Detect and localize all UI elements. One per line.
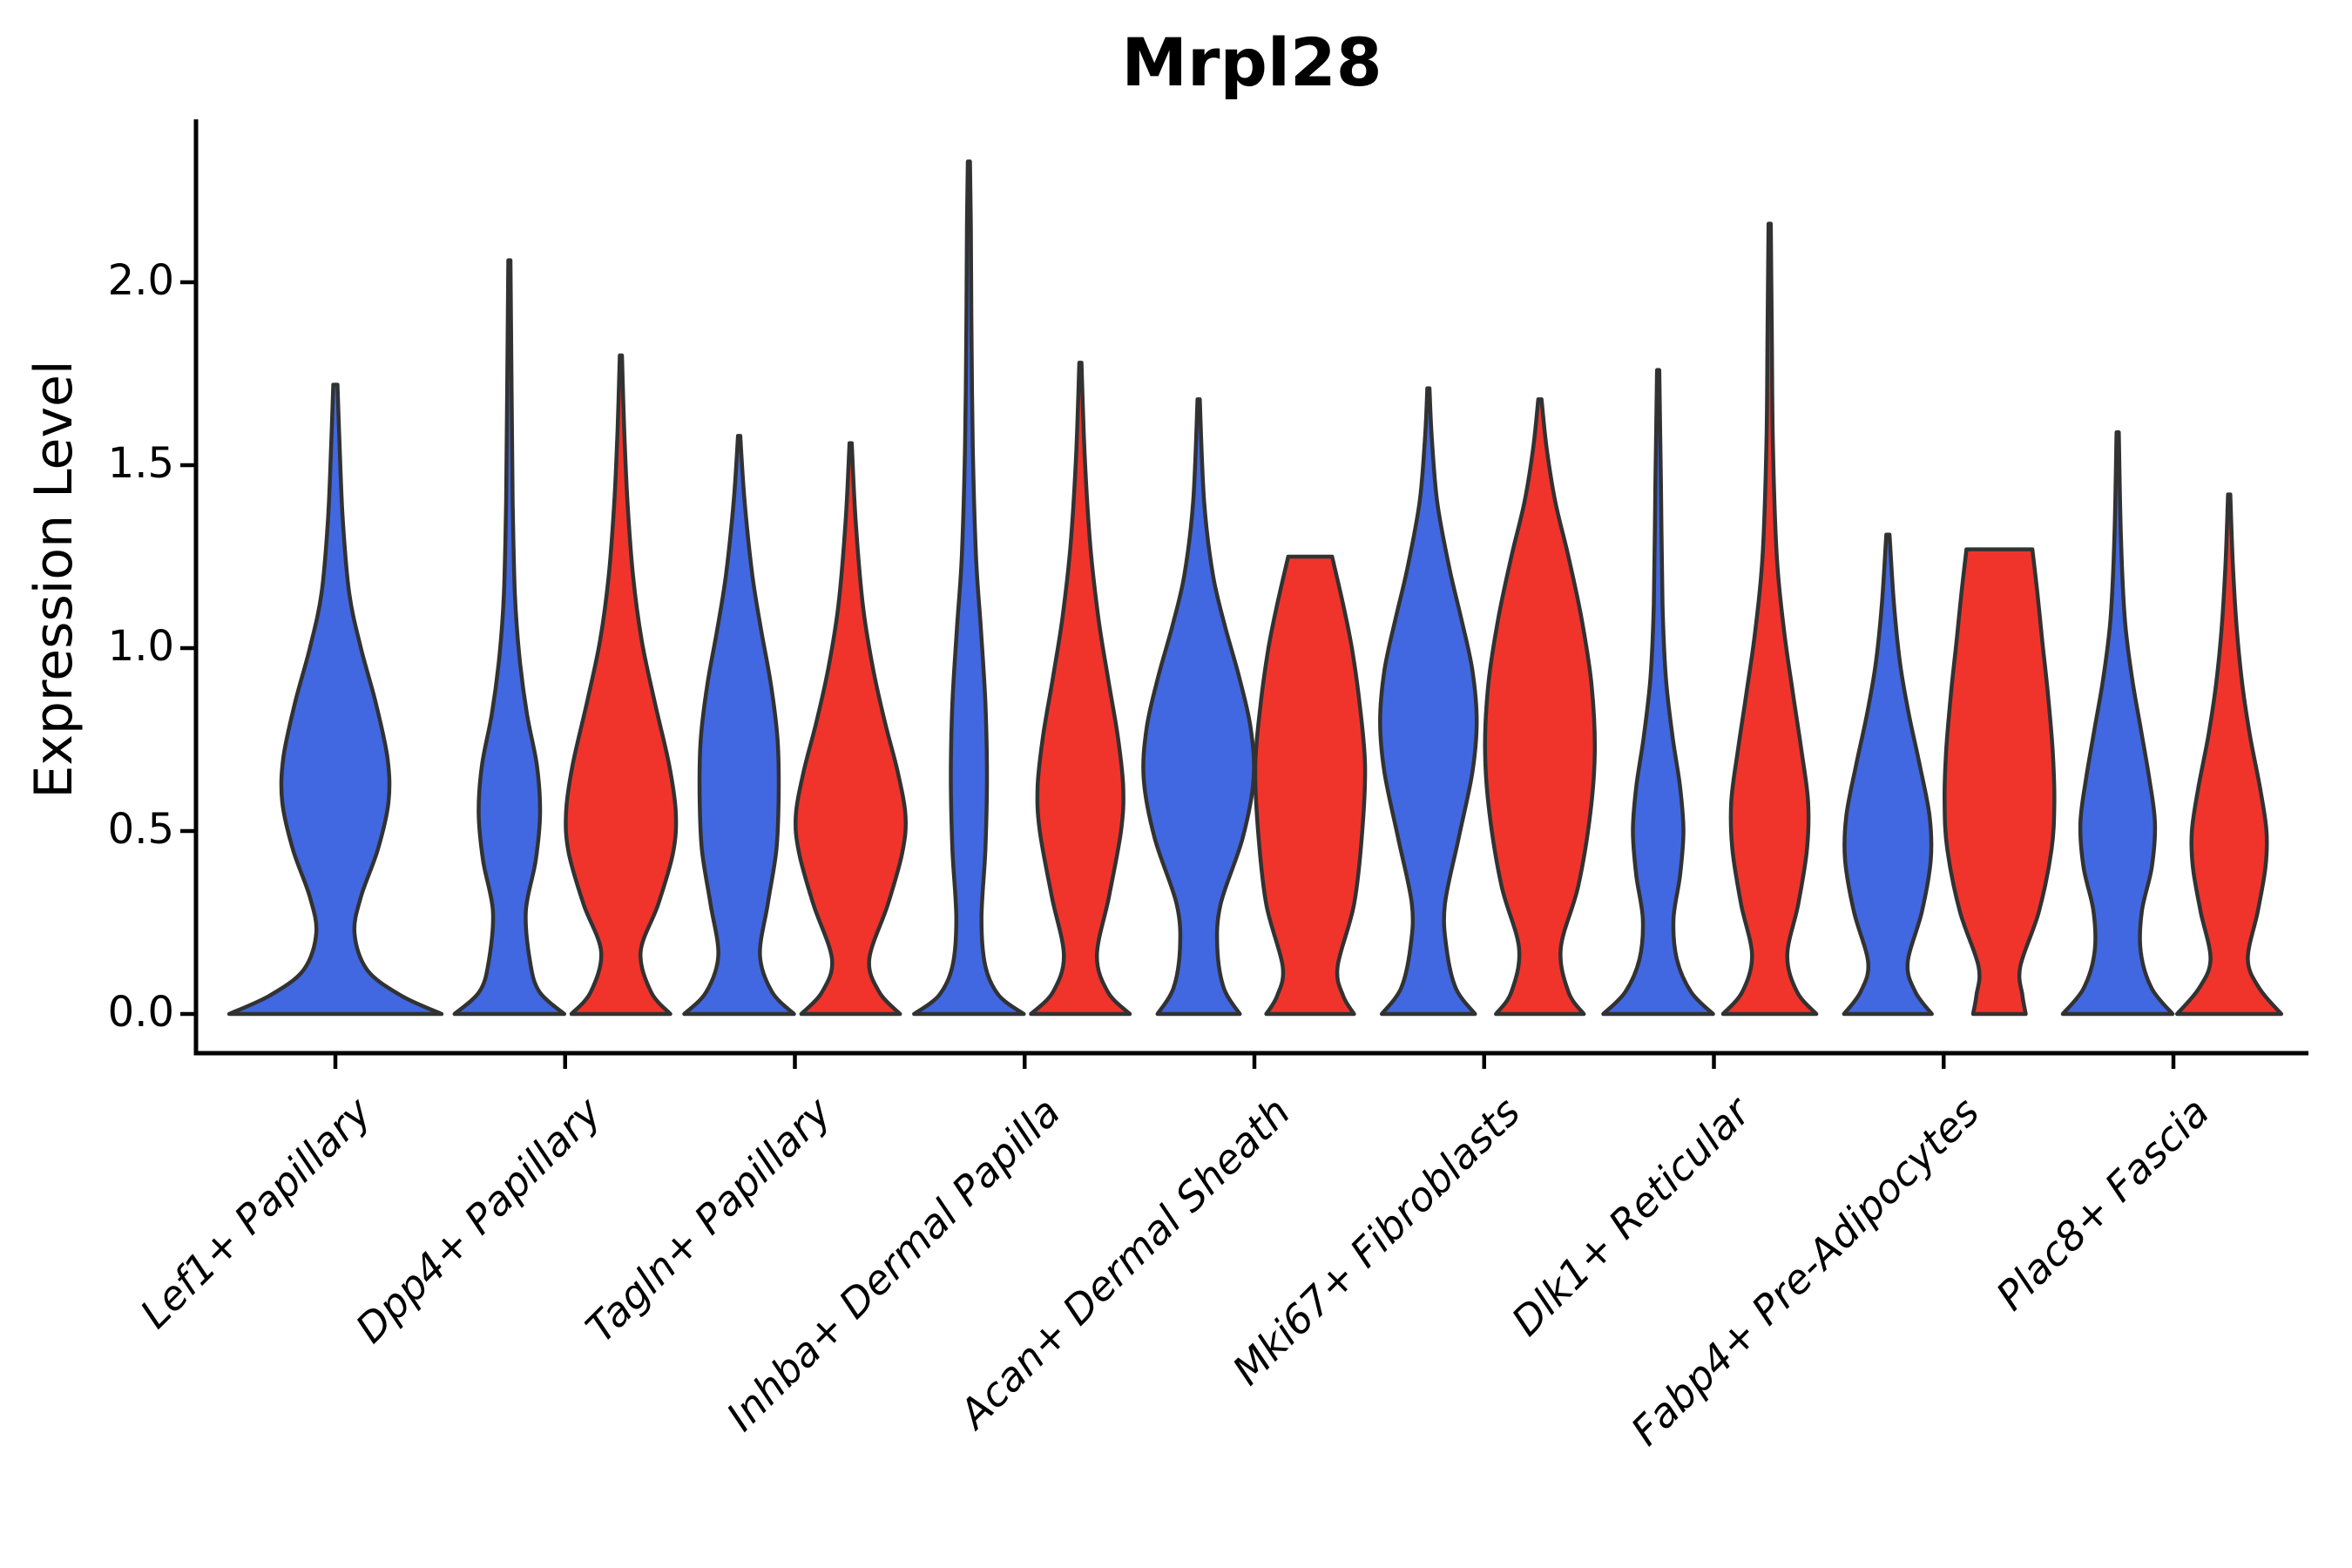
violin-mki67-blue [1378,386,1479,1017]
violin-lef1-blue [226,382,444,1017]
axis-spines [193,119,2308,1056]
y-tick-label: 1.0 [107,622,174,672]
violin-tagln-red [794,441,908,1017]
violin-plac8-red [2174,492,2284,1017]
y-axis-label: Expression Level [24,360,84,799]
y-tick-label: 0.0 [107,988,174,1037]
violin-mki67-red [1483,397,1598,1017]
violin-plac8-blue [2060,429,2175,1017]
violin-fabp4-blue [1842,532,1934,1017]
violin-inhba-blue [912,159,1026,1017]
y-tick-label: 2.0 [107,256,174,306]
violin-dlk1-red [1720,221,1819,1017]
violin-inhba-red [1029,361,1132,1017]
violin-fabp4-red [1942,547,2057,1017]
plot-title: Mrpl28 [1121,24,1382,101]
y-tick-label: 1.5 [107,439,174,489]
violin-dpp4-blue [452,258,567,1017]
violin-dpp4-red [564,353,679,1017]
violin-acan-blue [1141,397,1256,1017]
y-tick-label: 0.5 [107,805,174,855]
violin-acan-red [1253,554,1368,1017]
violin-tagln-blue [682,434,796,1017]
violin-dlk1-blue [1601,368,1715,1017]
